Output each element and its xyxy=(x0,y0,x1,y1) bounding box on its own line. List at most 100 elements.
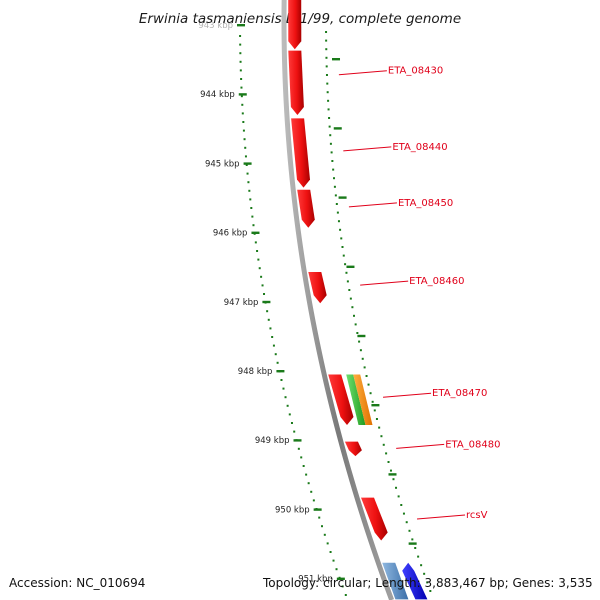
gene-label[interactable]: ETA_08440 xyxy=(392,142,447,153)
inner-track-dot xyxy=(274,353,277,356)
outer-track-dot xyxy=(361,357,364,360)
inner-track-dot xyxy=(252,224,255,227)
accession-label: Accession: NC_010694 xyxy=(9,576,145,590)
inner-track-dot xyxy=(239,69,242,72)
outer-track-dot xyxy=(385,452,388,455)
gene-arrow[interactable] xyxy=(344,441,362,457)
gene-arrow[interactable] xyxy=(288,50,304,115)
rna-feature-green[interactable] xyxy=(346,374,366,426)
label-leader-line xyxy=(360,280,409,286)
outer-tick-mark xyxy=(332,58,341,61)
inner-tick-mark xyxy=(336,577,345,580)
outer-track-dot xyxy=(356,332,359,334)
inner-track-dot xyxy=(323,533,326,536)
outer-track-dot xyxy=(429,590,432,592)
outer-track-dot xyxy=(339,228,342,231)
gene-labels: ETA_08430 ETA_08440 ETA_08450 ETA_08460 ETA_… xyxy=(338,66,501,521)
outer-tick-mark xyxy=(357,334,366,338)
inner-track-dot xyxy=(329,551,332,553)
inner-track-dot xyxy=(240,95,243,98)
outer-track-dot xyxy=(329,142,332,145)
genome-summary: Topology: circular; Length: 3,883,467 bp… xyxy=(262,576,593,590)
outer-track-dot xyxy=(387,461,390,463)
gene-label[interactable]: ETA_08470 xyxy=(432,388,487,399)
inner-track-dot xyxy=(290,422,293,424)
inner-track-dot xyxy=(239,35,242,37)
gene-arrow[interactable] xyxy=(328,374,354,426)
label-leader-line xyxy=(396,443,445,449)
inner-track-dot xyxy=(249,198,252,201)
inner-track-dot xyxy=(257,258,260,261)
outer-track-dot xyxy=(371,400,374,403)
inner-tick-mark xyxy=(313,508,322,511)
outer-track-dot xyxy=(326,91,329,94)
inner-track-dot xyxy=(254,241,257,244)
outer-track-dot xyxy=(408,529,411,532)
outer-tick-mark xyxy=(346,265,355,268)
gene-label[interactable]: ETA_08460 xyxy=(409,276,464,287)
gene-arrow[interactable] xyxy=(361,497,388,541)
outer-track-dot xyxy=(325,39,328,42)
gene-arrow[interactable] xyxy=(291,118,310,188)
inner-track-dot xyxy=(271,336,274,338)
outer-track-dot xyxy=(402,512,405,515)
gene-feature-steel[interactable] xyxy=(382,562,409,600)
inner-track-dot xyxy=(248,189,251,192)
outer-track-dot xyxy=(334,194,337,197)
outer-track-dot xyxy=(325,74,328,76)
label-leader-line xyxy=(348,202,397,208)
gene-label[interactable]: ETA_08480 xyxy=(445,439,500,450)
outer-track-dot xyxy=(411,538,414,541)
tick-label: 944 kbp xyxy=(200,90,235,100)
gene-arrow-blue[interactable] xyxy=(402,562,428,600)
inner-track-dot xyxy=(293,430,296,433)
inner-track-dot xyxy=(256,250,259,252)
gene-arrow[interactable] xyxy=(308,272,327,304)
outer-track-dot xyxy=(365,375,368,377)
inner-track-dot xyxy=(267,318,270,321)
tick-label: 946 kbp xyxy=(213,229,248,239)
outer-track-dot xyxy=(348,289,351,291)
label-leader-line xyxy=(383,392,432,398)
inner-track-dot xyxy=(297,447,300,450)
inner-track-dot xyxy=(251,215,254,218)
outer-track-dot xyxy=(352,314,355,317)
outer-track-dot xyxy=(367,383,370,386)
outer-track-dot xyxy=(333,177,336,180)
outer-track-dot xyxy=(331,160,334,162)
outer-track-dot xyxy=(375,418,378,420)
inner-track-dot xyxy=(263,293,266,295)
outer-track-dot xyxy=(392,478,395,481)
outer-tick-mark xyxy=(388,473,397,476)
gene-label[interactable]: ETA_08450 xyxy=(398,198,453,209)
outer-track-dot xyxy=(341,246,344,248)
outer-track-dot xyxy=(325,65,328,68)
gene-label[interactable]: rcsV xyxy=(466,510,488,521)
outer-track-dot xyxy=(326,82,329,85)
inner-track-dot xyxy=(312,499,315,502)
inner-track-dot xyxy=(280,379,283,381)
outer-track-dot xyxy=(342,254,345,257)
gene-arrow[interactable] xyxy=(288,0,302,50)
gene-arrow[interactable] xyxy=(297,189,315,228)
gene-label[interactable]: ETA_08430 xyxy=(388,66,443,77)
tick-marks: 943 kbp 944 kbp 945 kbp 946 kbp 947 kbp 948 k… xyxy=(198,21,417,585)
inner-tick-mark xyxy=(251,231,260,234)
tick-label: 949 kbp xyxy=(255,436,290,446)
inner-track-dot xyxy=(310,490,313,493)
outer-track-dot xyxy=(340,237,343,240)
tick-label: 947 kbp xyxy=(224,298,259,308)
inner-track-dot xyxy=(302,465,305,467)
rna-feature-orange[interactable] xyxy=(353,374,373,426)
inner-track-dot xyxy=(320,525,323,528)
inner-track-dot xyxy=(246,172,249,175)
inner-track-dot xyxy=(241,112,244,115)
outer-track-dot xyxy=(346,280,349,283)
inner-track-dot xyxy=(266,310,269,313)
tick-label: 945 kbp xyxy=(205,159,240,169)
inner-track-dot xyxy=(305,473,308,476)
outer-track-dot xyxy=(327,108,330,111)
inner-track-dot xyxy=(239,43,242,46)
outer-track-dot xyxy=(414,547,417,549)
